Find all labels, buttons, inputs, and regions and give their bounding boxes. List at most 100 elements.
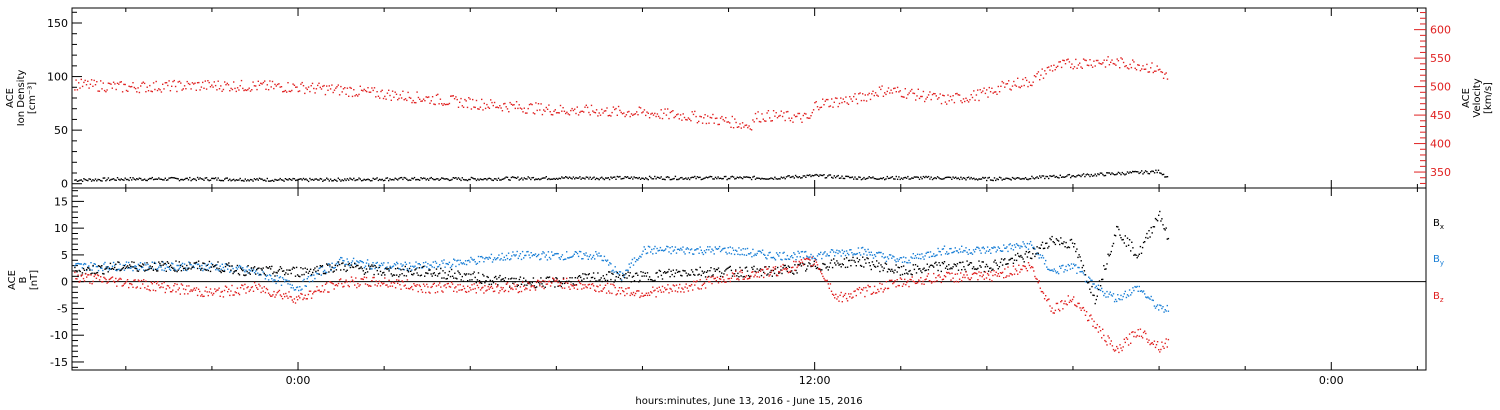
data-point [189, 262, 191, 264]
data-point [1024, 245, 1026, 247]
data-point [1088, 276, 1090, 278]
data-point [871, 93, 873, 95]
data-point [408, 96, 411, 99]
data-point [406, 268, 409, 270]
data-point [618, 287, 621, 289]
data-point [625, 273, 627, 275]
data-point [245, 292, 247, 294]
data-point [741, 177, 744, 180]
data-point [1161, 307, 1163, 310]
data-point [1067, 58, 1069, 60]
data-point [377, 273, 380, 275]
data-point [826, 279, 828, 282]
data-point [896, 86, 899, 89]
data-point [474, 276, 476, 279]
data-point [1153, 340, 1156, 342]
data-point [1139, 69, 1142, 72]
data-point [1010, 89, 1012, 91]
data-point [529, 289, 531, 291]
data-point [927, 175, 930, 178]
data-point [957, 281, 960, 283]
data-point [509, 101, 511, 104]
data-point [145, 91, 147, 93]
data-point [1042, 257, 1045, 259]
data-point [968, 278, 970, 281]
data-point [625, 114, 628, 116]
data-point [207, 179, 209, 181]
data-point [845, 297, 848, 300]
data-point [453, 98, 456, 100]
data-point [250, 286, 253, 289]
data-point [315, 88, 318, 90]
data-point [151, 266, 153, 268]
data-point [1075, 304, 1077, 307]
data-point [673, 177, 675, 180]
data-point [415, 179, 417, 181]
data-point [168, 268, 171, 270]
data-point [760, 274, 763, 277]
data-point [228, 288, 230, 290]
data-point [243, 269, 245, 271]
data-point [371, 268, 373, 270]
data-point [976, 273, 978, 275]
data-point [768, 275, 770, 277]
data-point [475, 281, 477, 284]
data-point [576, 288, 579, 290]
data-point [1117, 347, 1119, 350]
data-point [312, 293, 314, 295]
data-point [902, 96, 904, 98]
data-point [815, 173, 817, 176]
data-point [224, 81, 226, 83]
data-point [130, 267, 132, 269]
data-point [985, 277, 988, 279]
data-point [133, 261, 135, 264]
data-point [841, 249, 843, 251]
data-point [1166, 78, 1169, 80]
data-point [566, 277, 568, 280]
data-point [235, 266, 237, 269]
data-point [537, 280, 539, 283]
data-point [703, 282, 706, 284]
data-point [962, 177, 965, 179]
data-point [205, 88, 208, 90]
data-point [186, 264, 188, 267]
data-point [481, 282, 483, 284]
b-ylabel-2: B [18, 276, 29, 283]
data-point [1138, 64, 1140, 66]
data-point [121, 285, 123, 287]
data-point [863, 287, 865, 289]
data-point [955, 265, 958, 267]
data-point [248, 272, 250, 274]
data-point [1099, 63, 1102, 65]
data-point [574, 251, 576, 253]
data-point [673, 285, 676, 287]
data-point [1026, 256, 1029, 258]
data-point [461, 275, 463, 278]
data-point [873, 254, 876, 256]
data-point [792, 121, 794, 123]
data-point [910, 256, 912, 258]
data-point [1138, 335, 1140, 337]
data-point [87, 274, 89, 276]
data-point [858, 286, 861, 289]
data-point [216, 289, 218, 291]
data-point [842, 252, 844, 255]
data-point [939, 264, 941, 267]
data-point [983, 278, 985, 280]
data-point [195, 287, 198, 289]
data-point [223, 269, 226, 271]
data-point [704, 177, 706, 179]
data-point [594, 277, 596, 280]
data-point [181, 265, 184, 268]
data-point [992, 274, 994, 277]
data-point [209, 288, 212, 290]
data-point [479, 178, 482, 180]
data-point [293, 178, 296, 180]
data-point [136, 286, 138, 288]
data-point [238, 264, 241, 267]
data-point [928, 256, 931, 258]
data-point [188, 261, 190, 263]
data-point [754, 274, 756, 276]
data-point [859, 292, 862, 294]
data-point [892, 270, 894, 272]
